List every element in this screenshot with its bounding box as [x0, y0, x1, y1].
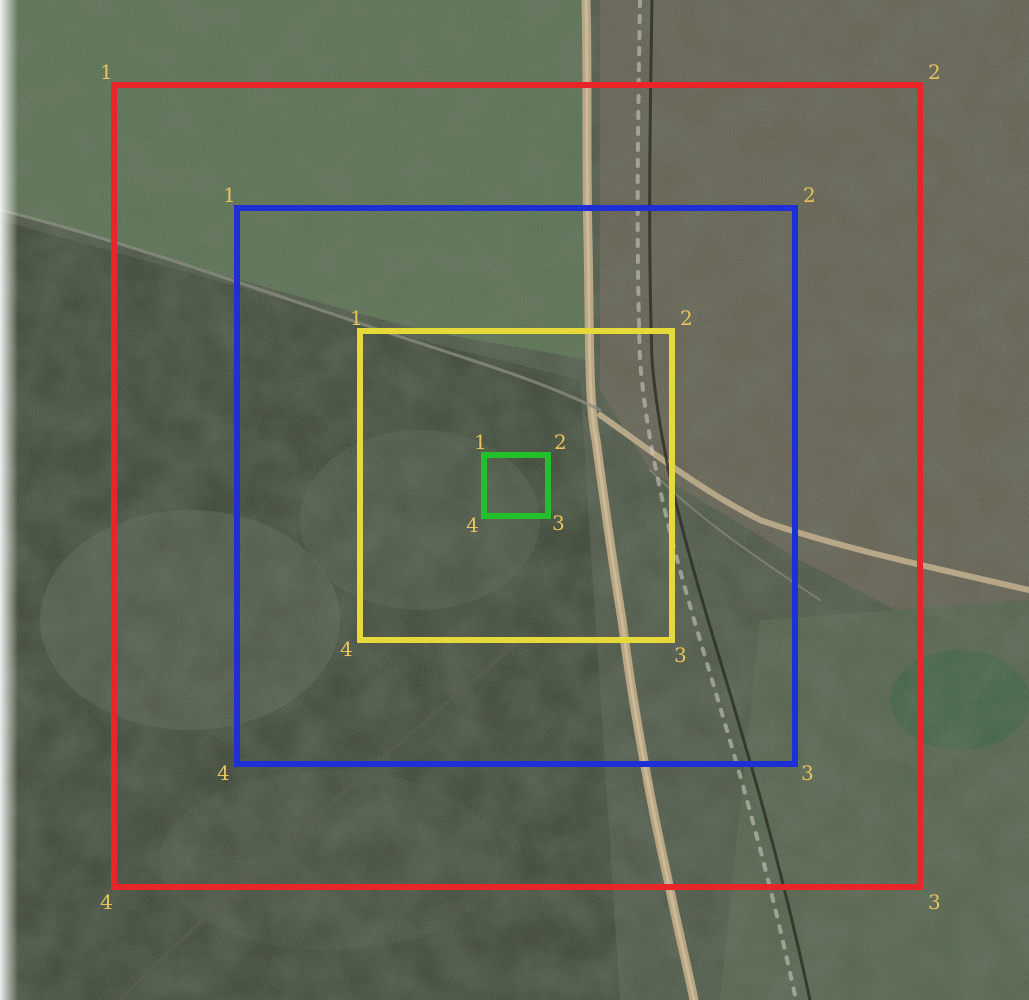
secondary-track: [649, 469, 821, 601]
yellow-square: [357, 328, 675, 643]
blue-square: [234, 205, 798, 767]
green-corner-label-3: 3: [552, 511, 565, 535]
green-corner-label-4: 4: [466, 513, 479, 537]
yellow-corner-label-3: 3: [674, 643, 687, 667]
yellow-corner-label-4: 4: [340, 637, 353, 661]
diagonal-track: [0, 208, 602, 412]
red-corner-label-1: 1: [100, 60, 113, 84]
green-corner-label-2: 2: [554, 430, 567, 454]
blue-corner-label-3: 3: [801, 761, 814, 785]
blue-corner-label-2: 2: [803, 183, 816, 207]
blue-corner-label-4: 4: [217, 761, 230, 785]
green-square: [481, 452, 551, 519]
red-corner-label-3: 3: [928, 890, 941, 914]
green-corner-label-1: 1: [474, 430, 487, 454]
blue-corner-label-1: 1: [223, 183, 236, 207]
ditch-line: [648, 0, 812, 1000]
red-corner-label-4: 4: [100, 890, 113, 914]
red-corner-label-2: 2: [928, 60, 941, 84]
yellow-corner-label-1: 1: [350, 306, 363, 330]
red-square: [111, 82, 923, 890]
faint-track: [118, 638, 522, 1000]
image-edge: [0, 0, 18, 1000]
embankment-line: [635, 0, 798, 1000]
main-road-center: [584, 0, 696, 1000]
concentric-squares: 1 2 3 4 1 2 3 4 1 2 3 4 1 2 3 4: [100, 60, 941, 914]
yellow-corner-label-2: 2: [680, 306, 693, 330]
